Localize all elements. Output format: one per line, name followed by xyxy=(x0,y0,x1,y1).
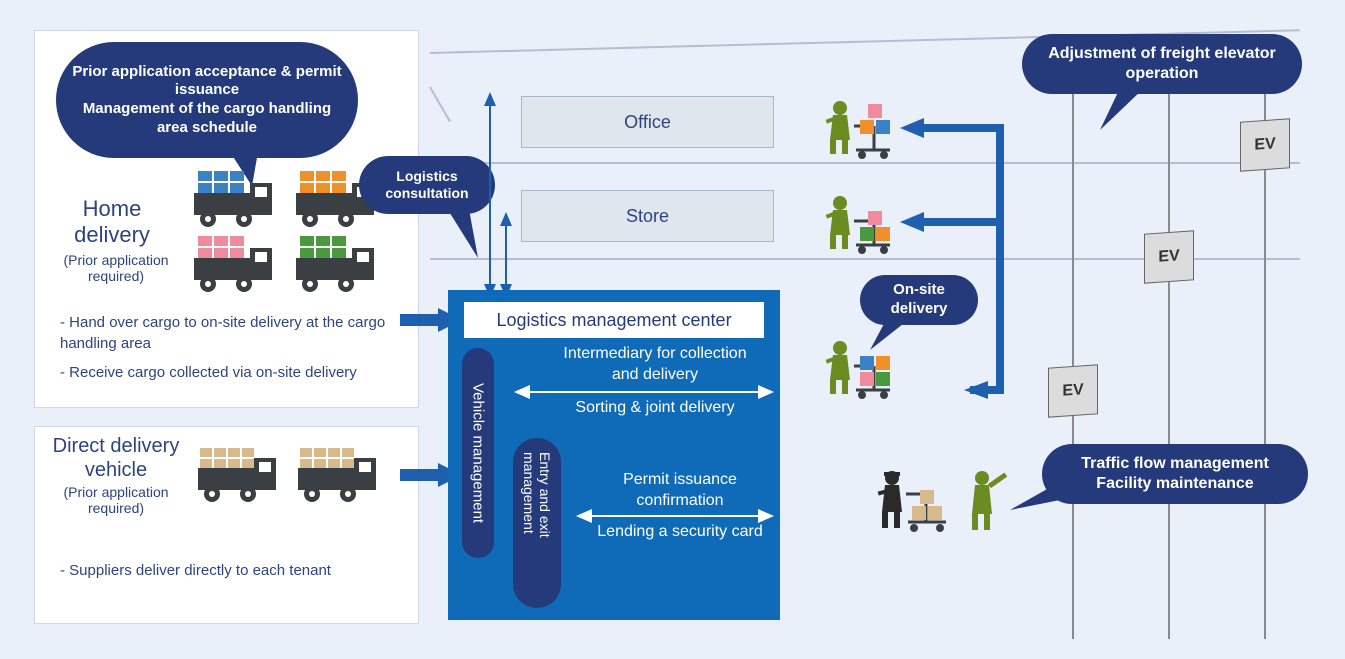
bubble-traffic-flow-text: Traffic flow management Facility mainten… xyxy=(1081,454,1269,494)
floor-store: Store xyxy=(521,190,774,242)
lmc-lending: Lending a security card xyxy=(590,522,770,543)
bubble-prior-application: Prior application acceptance & permit is… xyxy=(56,42,358,158)
bldg-roof-slant xyxy=(429,87,451,123)
heading-home-delivery-title: Home delivery xyxy=(52,196,172,248)
lmc-panel xyxy=(448,290,780,620)
vpill-entry-exit: Entry and exit management xyxy=(513,438,561,608)
ev-label-2: EV xyxy=(1158,247,1179,266)
ev-shaft-2 xyxy=(1168,46,1170,639)
lmc-sorting: Sorting & joint delivery xyxy=(555,398,755,419)
bubble-onsite-delivery: On-site delivery xyxy=(860,275,978,325)
floor-office-label: Office xyxy=(624,112,671,133)
bullet-home-1: - Hand over cargo to on-site delivery at… xyxy=(60,312,400,354)
ev-shaft-1 xyxy=(1072,46,1074,639)
lmc-permit: Permit issuance confirmation xyxy=(590,470,770,512)
lmc-title-text: Logistics management center xyxy=(496,310,731,331)
bubble-traffic-flow: Traffic flow management Facility mainten… xyxy=(1042,444,1308,504)
vpill-vehicle-mgmt: Vehicle management xyxy=(462,348,494,558)
bubble-prior-application-text: Prior application acceptance & permit is… xyxy=(72,63,342,138)
ev-label-3: EV xyxy=(1254,135,1275,154)
bubble-onsite-text: On-site delivery xyxy=(876,281,962,319)
ev-box-2: EV xyxy=(1144,230,1194,283)
ev-box-3: EV xyxy=(1240,118,1290,171)
lmc-intermediary: Intermediary for collection and delivery xyxy=(555,344,755,386)
bubble-logistics-consult-text: Logistics consultation xyxy=(375,168,479,203)
bullet-home-2: - Receive cargo collected via on-site de… xyxy=(60,362,400,383)
vpill-vehicle-mgmt-text: Vehicle management xyxy=(470,383,487,523)
heading-home-delivery-sub: (Prior application required) xyxy=(46,252,186,284)
ev-box-1: EV xyxy=(1048,364,1098,417)
heading-direct-delivery-sub: (Prior application required) xyxy=(46,484,186,516)
heading-direct-delivery-title: Direct delivery vehicle xyxy=(46,434,186,482)
bullet-direct-1: - Suppliers deliver directly to each ten… xyxy=(60,560,380,581)
lmc-title: Logistics management center xyxy=(464,302,764,338)
bubble-elevator-adjust: Adjustment of freight elevator operation xyxy=(1022,34,1302,94)
vpill-entry-exit-text: Entry and exit management xyxy=(521,452,553,594)
floor-office: Office xyxy=(521,96,774,148)
heading-direct-delivery: Direct delivery vehicle xyxy=(46,434,186,482)
heading-home-delivery: Home delivery xyxy=(52,196,172,248)
ev-label-1: EV xyxy=(1062,381,1083,400)
floor-store-label: Store xyxy=(626,206,669,227)
bubble-elevator-adjust-text: Adjustment of freight elevator operation xyxy=(1038,44,1286,84)
bubble-logistics-consult: Logistics consultation xyxy=(359,156,495,214)
